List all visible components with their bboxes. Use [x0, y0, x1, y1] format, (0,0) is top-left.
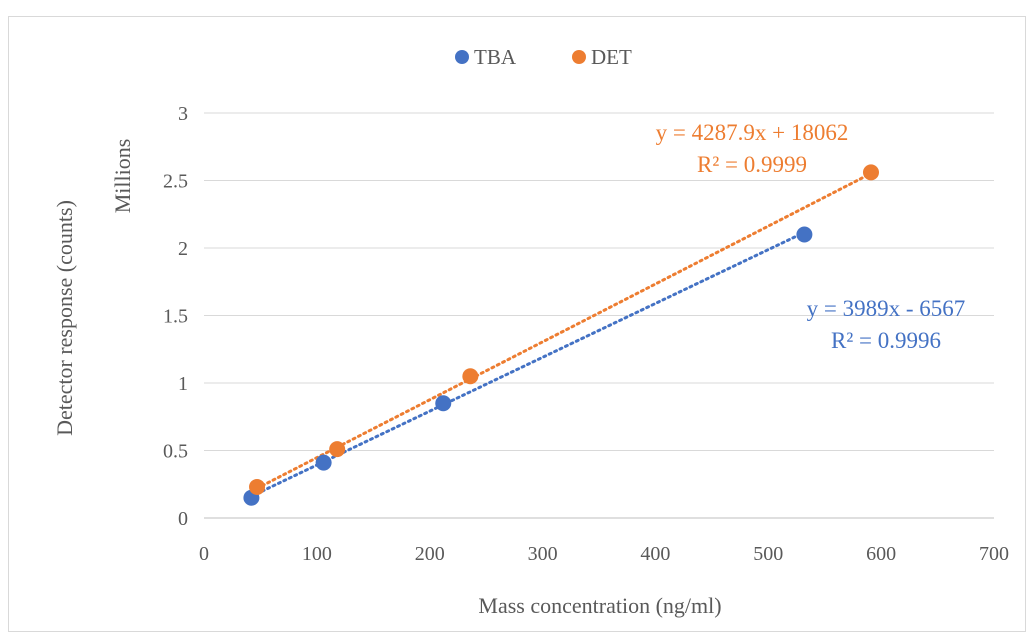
- y-tick-label: 2.5: [163, 171, 188, 193]
- x-tick-label: 500: [753, 543, 783, 565]
- axes: 0 0.5 1 1.5 2 2.5 3 0 100 200 300 400 500 600 700: [163, 103, 1009, 565]
- gridlines: [204, 112, 994, 451]
- x-tick-label: 600: [866, 543, 896, 565]
- data-points: [243, 164, 879, 506]
- det-trendline-equation: y = 4287.9x + 18062: [656, 120, 849, 145]
- tba-trendline-r-squared: R² = 0.9996: [831, 328, 941, 353]
- legend-label-det: DET: [591, 45, 632, 69]
- tba-data-point: [435, 395, 452, 412]
- tba-data-point: [315, 454, 332, 471]
- det-trendline: [255, 171, 873, 490]
- x-tick-label: 0: [199, 543, 209, 565]
- det-data-point: [862, 164, 879, 181]
- legend-marker-det: [572, 50, 586, 64]
- y-tick-label: 0: [178, 508, 188, 530]
- x-tick-label: 700: [979, 543, 1009, 565]
- y-tick-label: 2: [178, 238, 188, 260]
- y-tick-label: 3: [178, 103, 188, 125]
- tba-trendline-equation: y = 3989x - 6567: [807, 296, 966, 321]
- x-axis-title: Mass concentration (ng/ml): [478, 593, 721, 618]
- y-tick-label: 1.5: [163, 306, 188, 328]
- legend-marker-tba: [455, 50, 469, 64]
- tba-data-point: [796, 226, 813, 243]
- det-data-point: [462, 368, 479, 385]
- det-data-point: [329, 441, 346, 458]
- x-tick-label: 400: [640, 543, 670, 565]
- legend-label-tba: TBA: [474, 45, 517, 69]
- det-data-point: [249, 478, 266, 495]
- legend: TBA DET: [455, 45, 632, 69]
- x-tick-label: 300: [528, 543, 558, 565]
- det-trendline-r-squared: R² = 0.9999: [697, 152, 807, 177]
- x-tick-label: 100: [302, 543, 332, 565]
- y-tick-label: 0.5: [163, 441, 188, 463]
- x-tick-label: 200: [415, 543, 445, 565]
- tba-trendline: [249, 230, 806, 498]
- y-tick-label: 1: [178, 373, 188, 395]
- y-axis-unit-label: Millions: [110, 139, 135, 214]
- y-axis-title: Detector response (counts): [52, 200, 77, 436]
- chart-frame: [8, 16, 1026, 632]
